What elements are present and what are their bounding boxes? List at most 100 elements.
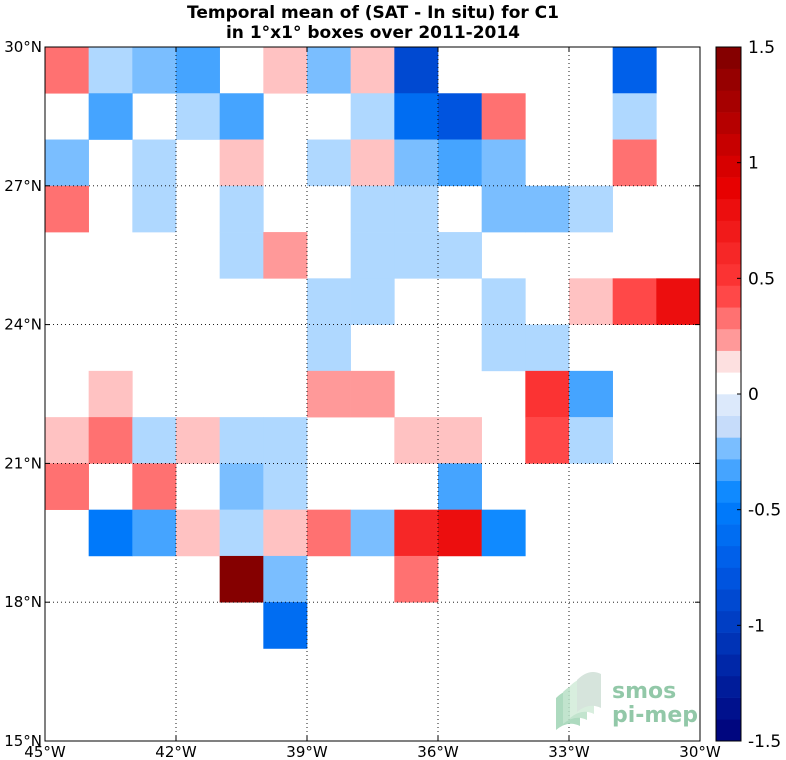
colorbar-band <box>716 524 741 547</box>
x-tick-label: 39°W <box>286 743 328 760</box>
colorbar-band <box>716 198 741 221</box>
heatmap-cell <box>219 185 264 233</box>
heatmap-cell <box>394 93 439 140</box>
y-tick-label: 18°N <box>4 593 42 611</box>
heatmap-cell <box>525 185 570 233</box>
heatmap-cell <box>612 47 657 94</box>
x-tick-label: 30°W <box>679 743 721 760</box>
heatmap-cell <box>132 509 177 557</box>
heatmap-cell <box>350 93 395 140</box>
heatmap-cell <box>307 47 351 94</box>
chart-subtitle: in 1°x1° boxes over 2011-2014 <box>226 23 520 43</box>
heatmap-cell <box>569 185 613 233</box>
heatmap-cell <box>612 139 657 187</box>
logo-text-smos: smos <box>612 679 676 704</box>
colorbar-band <box>716 263 741 286</box>
heatmap-cell <box>132 463 177 510</box>
heatmap-cell <box>263 232 308 279</box>
heatmap-cell <box>88 93 133 140</box>
colorbar-band <box>716 220 741 243</box>
heatmap-cell <box>132 139 177 187</box>
colorbar-band <box>716 68 741 91</box>
heatmap-cell <box>263 417 308 464</box>
heatmap-cell <box>394 417 439 464</box>
heatmap-cell <box>350 509 395 557</box>
heatmap-cell <box>569 278 613 325</box>
heatmap-cell <box>219 555 264 603</box>
heatmap-cell <box>438 93 482 140</box>
heatmap-cell <box>176 417 220 464</box>
chart-title: Temporal mean of (SAT - In situ) for C1 <box>187 3 559 23</box>
heatmap-cell <box>394 185 439 233</box>
colorbar-band <box>716 719 741 742</box>
heatmap-cell <box>438 232 482 279</box>
y-tick-label: 15°N <box>4 732 42 750</box>
heatmap-cell <box>219 93 264 140</box>
colorbar-band <box>716 47 741 69</box>
colorbar-band <box>716 177 741 200</box>
colorbar-band <box>716 112 741 135</box>
heatmap-cell <box>219 417 264 464</box>
colorbar-tick-label: -0.5 <box>748 501 781 521</box>
colorbar-band <box>716 328 741 351</box>
colorbar-band <box>716 610 741 633</box>
heatmap-cell <box>394 47 439 94</box>
colorbar-band <box>716 567 741 590</box>
colorbar-band <box>716 459 741 482</box>
heatmap-cell <box>88 509 133 557</box>
heatmap-cell <box>569 417 613 464</box>
x-axis-ticks: 45°W 42°W 39°W 36°W 33°W 30°W <box>24 47 721 760</box>
y-tick-label: 21°N <box>4 454 42 472</box>
colorbar-band <box>716 285 741 308</box>
colorbar-band <box>716 502 741 525</box>
heatmap-cell <box>350 278 395 325</box>
heatmap-cell <box>394 555 439 603</box>
heatmap-cell <box>263 463 308 510</box>
heatmap-cell <box>394 232 439 279</box>
colorbar-band <box>716 90 741 113</box>
heatmap-cell <box>88 417 133 464</box>
colorbar-tick-label: 1.5 <box>748 38 775 58</box>
x-tick-label: 33°W <box>548 743 590 760</box>
heatmap-cell <box>394 139 439 187</box>
colorbar-band <box>716 415 741 438</box>
heatmap-cell <box>394 509 439 557</box>
heatmap-cell <box>481 185 526 233</box>
heatmap-cell <box>263 509 308 557</box>
heatmap-cell <box>219 232 264 279</box>
colorbar-band <box>716 437 741 460</box>
heatmap-cell <box>263 47 308 94</box>
colorbar-band <box>716 307 741 330</box>
heatmap-cell <box>481 278 526 325</box>
heatmap-cell <box>438 139 482 187</box>
colorbar <box>716 47 741 742</box>
heatmap-cells <box>45 47 701 649</box>
heatmap-cell <box>525 417 570 464</box>
heatmap-cell <box>525 324 570 372</box>
heatmap-cell <box>88 47 133 94</box>
colorbar-ticks: 1.5 1 0.5 0 -0.5 -1 -1.5 <box>737 38 781 752</box>
heatmap-cell <box>350 47 395 94</box>
heatmap-cell <box>481 324 526 372</box>
heatmap-cell <box>45 463 89 510</box>
heatmap-cell <box>438 417 482 464</box>
heatmap-cell <box>525 370 570 418</box>
colorbar-tick-label: -1 <box>748 616 765 636</box>
heatmap-cell <box>612 93 657 140</box>
colorbar-band <box>716 394 741 416</box>
heatmap-cell <box>612 278 657 325</box>
heatmap-cell <box>307 509 351 557</box>
colorbar-band <box>716 155 741 178</box>
heatmap-cell <box>307 370 351 418</box>
heatmap-cell <box>132 185 177 233</box>
heatmap-cell <box>350 370 395 418</box>
heatmap-cell <box>481 509 526 557</box>
heatmap-cell <box>307 324 351 372</box>
colorbar-tick-label: 0.5 <box>748 269 775 289</box>
heatmap-cell <box>569 370 613 418</box>
colorbar-band <box>716 133 741 156</box>
heatmap-cell <box>350 232 395 279</box>
colorbar-band <box>716 654 741 677</box>
heatmap-cell <box>45 139 89 187</box>
colorbar-band <box>716 632 741 655</box>
